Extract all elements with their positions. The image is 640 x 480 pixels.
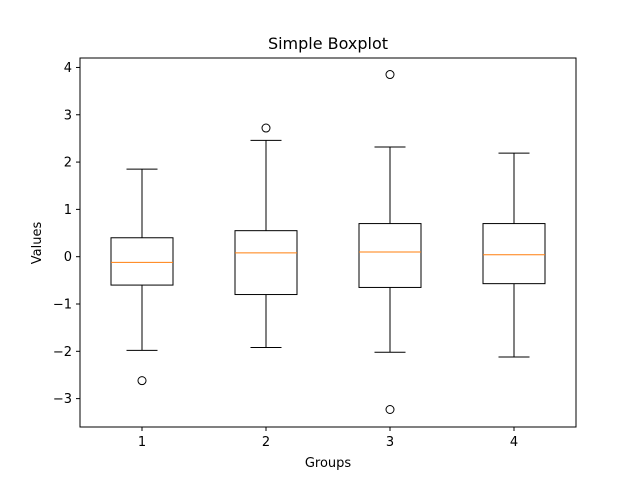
y-tick-label: 2 (64, 156, 72, 171)
plot-area: −3 −2 −1 0 1 2 3 4 1 2 3 4 (53, 57, 577, 450)
y-tick-label: 0 (64, 250, 72, 265)
outlier-point (385, 70, 395, 80)
box-iqr (110, 237, 174, 286)
y-tick-label: −3 (53, 392, 72, 407)
y-tick-label: −1 (53, 298, 72, 313)
y-tick-label: 3 (64, 108, 72, 123)
axes-frame (79, 57, 577, 428)
outlier-point (261, 123, 271, 133)
y-tick-label: 4 (64, 61, 72, 76)
chart-title: Simple Boxplot (268, 34, 388, 53)
outlier-point (385, 404, 395, 414)
box-iqr (358, 223, 422, 288)
x-axis-label: Groups (305, 456, 352, 471)
x-tick-label: 4 (510, 435, 518, 450)
x-tick-label: 1 (138, 435, 146, 450)
outlier-point (137, 376, 147, 386)
x-tick-label: 2 (262, 435, 270, 450)
x-tick-label: 3 (386, 435, 394, 450)
y-tick-label: 1 (64, 203, 72, 218)
box-iqr (482, 223, 546, 285)
box-iqr (234, 230, 298, 296)
y-tick-label: −2 (53, 345, 72, 360)
y-axis-label: Values (30, 222, 45, 265)
